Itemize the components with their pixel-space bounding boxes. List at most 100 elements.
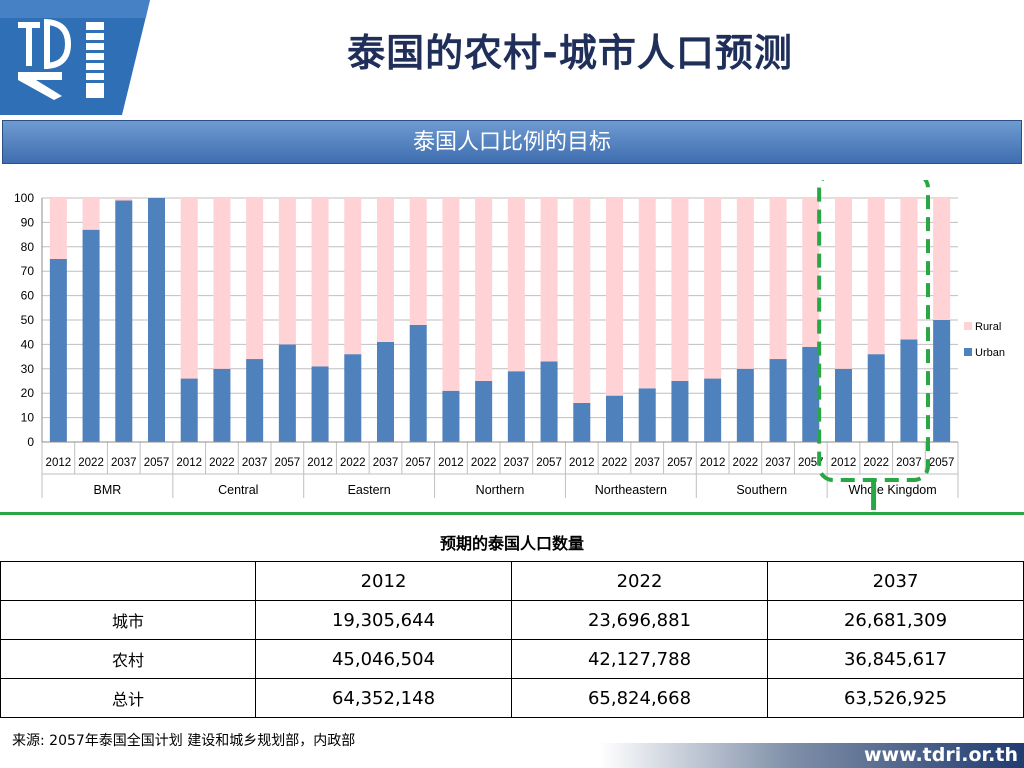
bar-urban [442,390,460,442]
x-tick-label: 2022 [602,457,628,469]
bar-urban [475,381,493,442]
bar-urban [605,395,624,442]
x-tick-label: 2022 [471,457,497,469]
region-label: Central [218,483,258,497]
row-label: 农村 [0,639,256,679]
table-row: 农村 45,046,504 42,127,788 36,845,617 [0,639,1024,679]
bar-rural [802,198,820,347]
footer-bar [600,743,1024,768]
bar-rural [213,198,231,369]
legend-swatch [964,348,972,356]
bar-rural [671,198,689,381]
bar-urban [180,378,198,442]
x-tick-label: 2057 [275,457,301,469]
bar-urban [638,388,656,442]
bar-urban [802,346,820,442]
y-tick-label: 20 [21,386,35,400]
bar-rural [344,198,362,355]
bar-rural [605,198,624,396]
x-tick-label: 2022 [863,457,889,469]
table-cell: 36,845,617 [767,639,1024,679]
x-tick-label: 2012 [700,457,726,469]
x-tick-label: 2037 [504,457,530,469]
x-tick-label: 2037 [634,457,660,469]
bar-rural [442,198,460,391]
x-tick-label: 2057 [667,457,693,469]
x-tick-label: 2012 [831,457,857,469]
bar-urban [704,378,722,442]
x-tick-label: 2022 [209,457,235,469]
bar-rural [638,198,656,389]
bar-urban [834,368,853,442]
x-tick-label: 2057 [405,457,431,469]
x-tick-label: 2012 [438,457,464,469]
y-tick-label: 30 [21,362,35,376]
x-tick-label: 2057 [536,457,562,469]
bar-rural [278,198,296,345]
section-divider [0,512,1024,515]
table-cell: 63,526,925 [767,678,1024,718]
bar-rural [834,198,853,369]
region-label: Northeastern [595,483,667,497]
y-tick-label: 60 [21,289,35,303]
bar-rural [246,198,264,360]
bar-rural [180,198,198,379]
population-table: 2012 2022 2037 城市 19,305,644 23,696,881 … [0,561,1024,718]
footer-url: www.tdri.or.th [864,744,1018,766]
x-tick-label: 2022 [733,457,759,469]
bar-rural [409,198,427,325]
y-tick-label: 100 [14,191,34,205]
bar-urban [933,320,951,442]
axis-layer: 0 10 20 30 40 50 60 70 80 90 100 2012 2022 2037 2057 20… [14,191,959,498]
bar-rural [475,198,493,381]
y-tick-label: 40 [21,337,35,351]
y-tick-label: 80 [21,240,35,254]
region-label: Southern [736,483,787,497]
legend-label: Urban [975,347,1005,359]
bar-urban [671,381,689,442]
source-note: 来源: 2057年泰国全国计划 建设和城乡规划部，内政部 [12,733,356,749]
region-label: Whole Kingdom [848,483,936,497]
x-tick-label: 2037 [242,457,268,469]
x-tick-label: 2022 [340,457,366,469]
x-tick-label: 2037 [373,457,399,469]
bar-urban [115,200,133,442]
table-title: 预期的泰国人口数量 [439,534,584,553]
bar-rural [540,198,558,362]
bar-rural [867,198,885,355]
table-cell: 42,127,788 [511,639,768,679]
table-header-cell: 2012 [255,561,512,601]
bar-urban [311,366,329,442]
bar-urban [376,341,395,442]
y-tick-label: 50 [21,313,35,327]
table-header-cell: 2022 [511,561,768,601]
y-tick-label: 90 [21,215,35,229]
table-row: 总计 64,352,148 65,824,668 63,526,925 [0,678,1024,718]
bar-layer [49,198,951,442]
table-cell: 65,824,668 [511,678,768,718]
table-cell: 64,352,148 [255,678,512,718]
bar-rural [311,198,329,367]
bar-urban [278,344,296,442]
x-tick-label: 2057 [929,457,955,469]
bar-rural [933,198,951,320]
bar-rural [736,198,754,369]
x-tick-label: 2057 [144,457,170,469]
region-label: BMR [94,483,122,497]
highlight-layer [817,180,930,510]
bar-urban [900,339,918,442]
row-label: 总计 [0,678,256,718]
legend-label: Rural [975,321,1001,333]
table-row: 城市 19,305,644 23,696,881 26,681,309 [0,600,1024,640]
bar-urban [344,354,362,442]
table-cell: 19,305,644 [255,600,512,640]
region-label: Eastern [348,483,391,497]
bar-rural [900,198,918,340]
bar-urban [49,259,67,442]
table-cell: 23,696,881 [511,600,768,640]
region-label: Northern [476,483,525,497]
y-tick-label: 0 [27,435,34,449]
x-tick-label: 2037 [111,457,137,469]
x-tick-label: 2037 [765,457,791,469]
slide-title: 泰国的农村-城市人口预测 [347,31,793,75]
